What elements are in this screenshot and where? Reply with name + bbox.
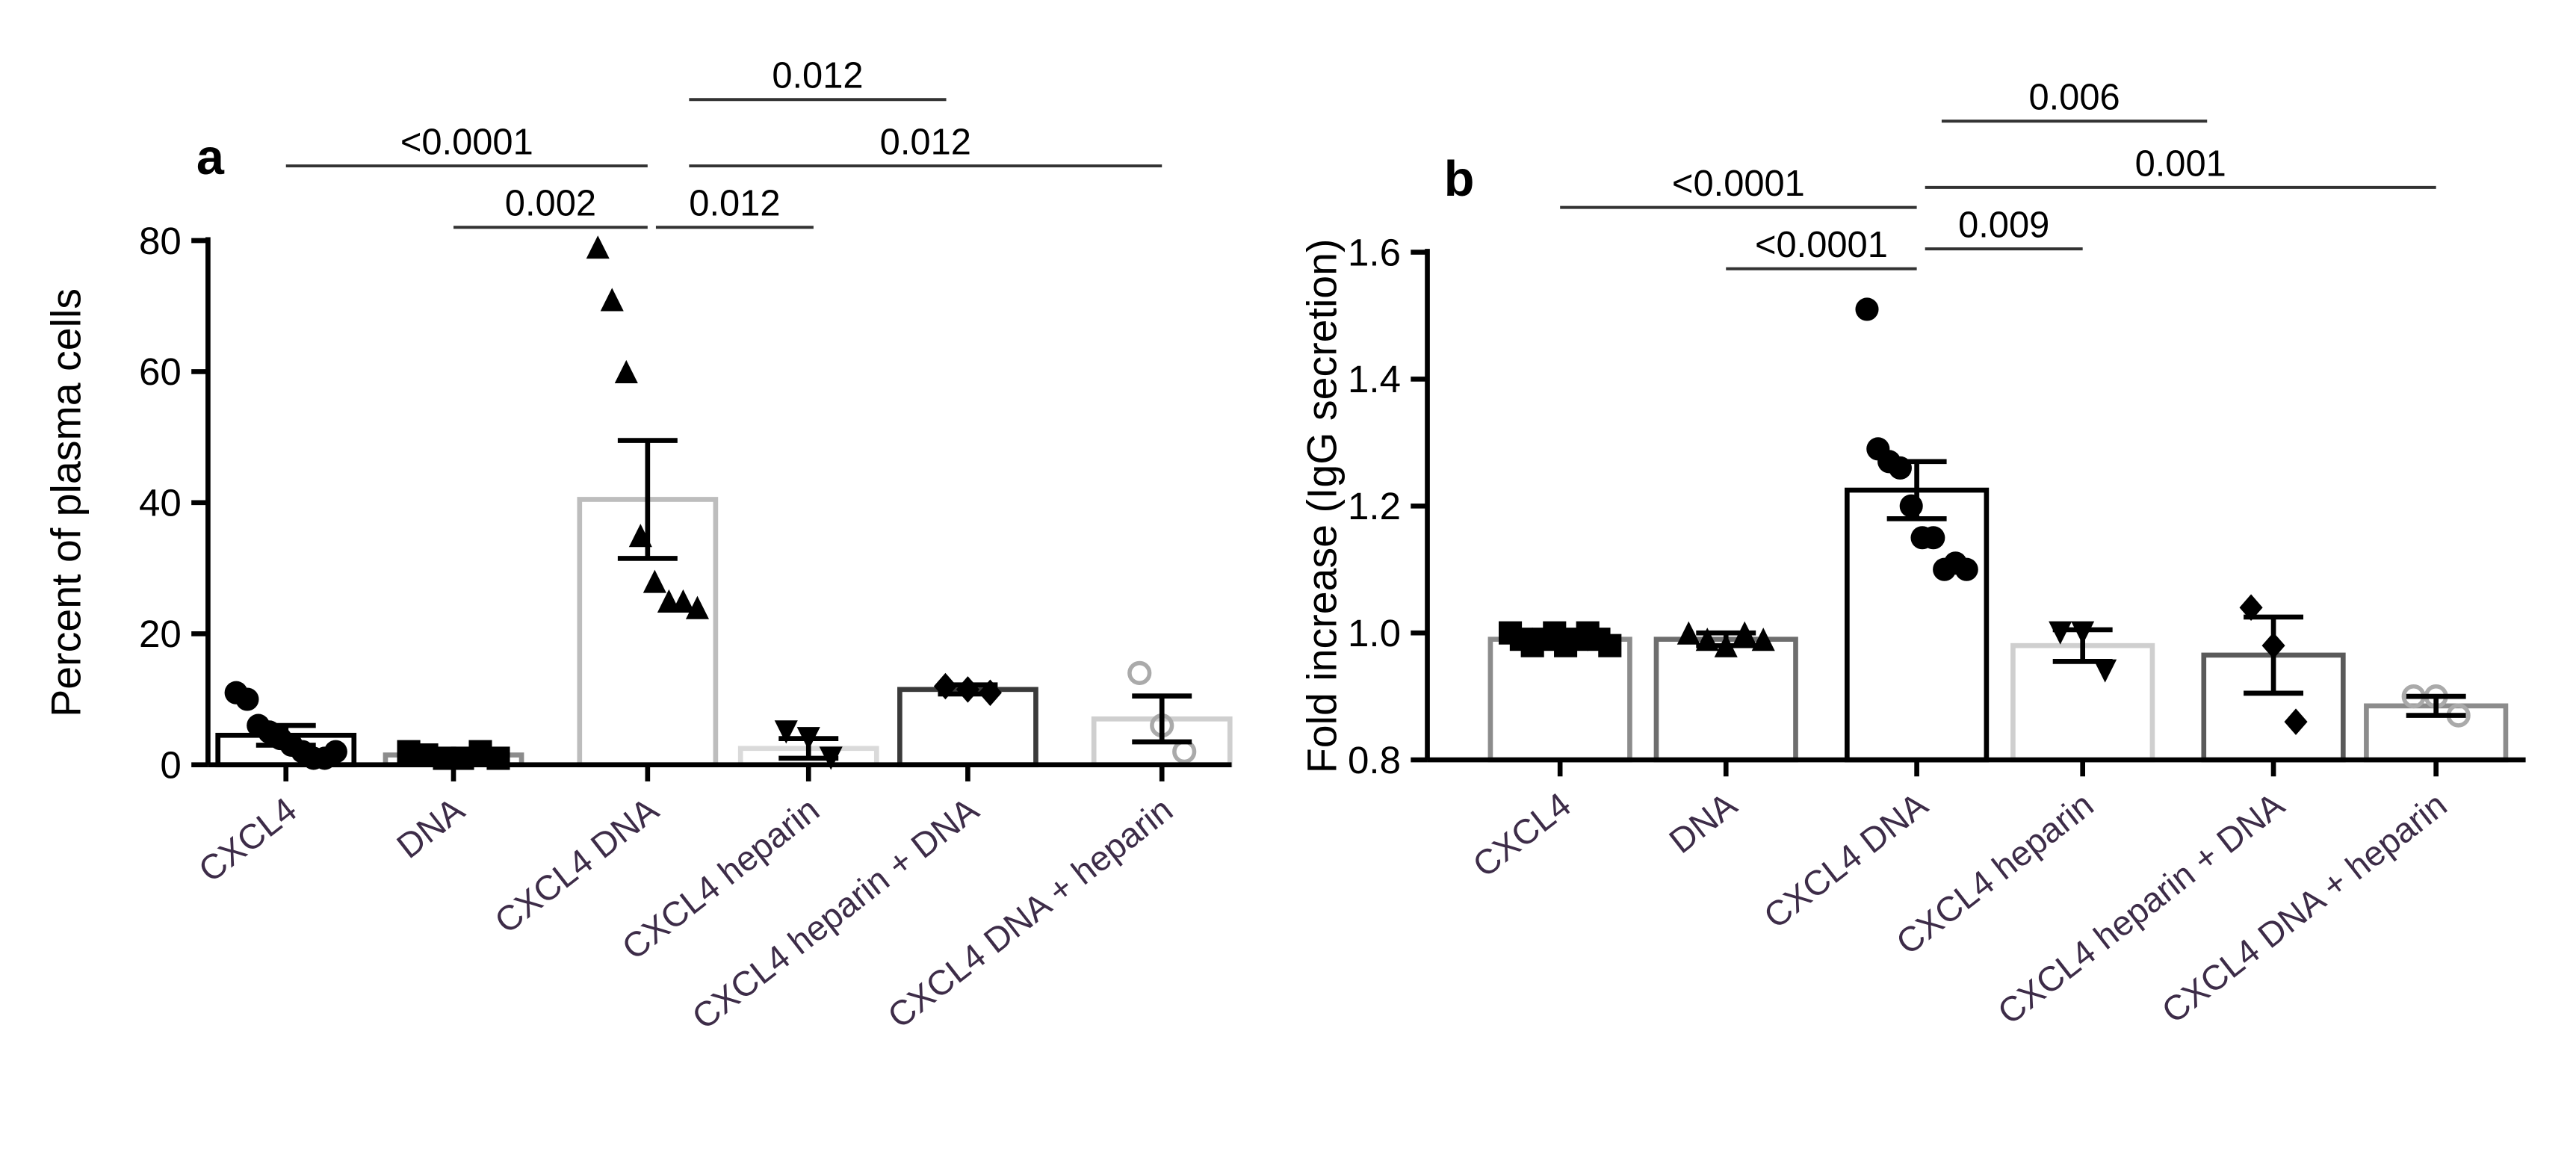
data-point	[1954, 557, 1978, 581]
y-tick-label: 0	[160, 743, 181, 786]
data-point	[586, 235, 610, 259]
panel-letter: a	[196, 130, 225, 185]
error-bar	[1132, 693, 1192, 745]
error-bar	[617, 438, 678, 561]
significance-label: 0.002	[505, 184, 596, 224]
significance-label: 0.009	[1958, 205, 2049, 246]
x-tick-label: DNA	[389, 790, 471, 866]
significance-label: 0.012	[689, 184, 780, 224]
x-tick-label: CXCL4 DNA + heparin	[2155, 785, 2454, 1031]
y-tick-label: 1.2	[1348, 485, 1401, 527]
significance-label: 0.012	[880, 123, 971, 163]
error-bar	[424, 749, 483, 761]
data-point	[1127, 660, 1152, 686]
panel-letter: b	[1444, 152, 1475, 207]
data-point	[1676, 621, 1700, 645]
data-point	[1922, 526, 1945, 550]
error-bar	[938, 682, 998, 697]
y-axis-label: Fold increase (IgG secretion)	[1298, 238, 1345, 773]
y-tick-label: 80	[139, 220, 182, 262]
data-point	[600, 288, 624, 312]
significance-label: <0.0001	[400, 123, 533, 163]
data-point	[2284, 708, 2308, 735]
significance-label: <0.0001	[1755, 225, 1888, 265]
bar	[1487, 637, 1632, 763]
data-point	[1855, 297, 1879, 321]
data-point	[774, 720, 798, 744]
data-point	[685, 595, 709, 619]
bar	[1653, 637, 1798, 763]
error-bar	[1886, 459, 1947, 521]
data-point	[2049, 621, 2072, 645]
data-point	[235, 687, 259, 711]
error-bar	[1696, 630, 1756, 648]
data-point	[1899, 494, 1923, 518]
significance-label: <0.0001	[1672, 164, 1805, 204]
data-point	[2239, 594, 2263, 621]
data-point	[1172, 740, 1197, 764]
significance-label: 0.006	[2028, 78, 2120, 118]
y-tick-label: 60	[139, 350, 182, 393]
error-bar	[778, 736, 839, 761]
data-point	[1598, 634, 1622, 657]
x-tick-label: CXCL4 DNA	[1756, 785, 1934, 936]
y-tick-label: 0.8	[1348, 739, 1401, 781]
x-tick-label: CXCL4	[1466, 785, 1578, 885]
y-tick-label: 40	[139, 482, 182, 524]
data-point	[2093, 659, 2117, 683]
y-tick-label: 1.4	[1348, 358, 1401, 400]
data-point	[1751, 628, 1775, 651]
error-bar	[2052, 627, 2113, 664]
y-tick-label: 1.6	[1348, 231, 1401, 273]
data-point	[643, 569, 666, 593]
error-bar	[2244, 614, 2304, 696]
y-tick-label: 1.0	[1348, 612, 1401, 654]
data-point	[614, 359, 638, 383]
y-tick-label: 20	[139, 613, 182, 655]
data-point	[671, 589, 695, 613]
data-point	[323, 740, 347, 764]
significance-label: 0.001	[2135, 143, 2226, 184]
error-bar	[1530, 630, 1591, 648]
y-axis-label: Percent of plasma cells	[43, 288, 89, 717]
x-tick-label: CXCL4	[191, 790, 303, 890]
error-bar	[2406, 693, 2466, 718]
x-tick-label: DNA	[1662, 785, 1744, 861]
significance-label: 0.012	[772, 56, 863, 96]
error-bar	[256, 722, 316, 748]
